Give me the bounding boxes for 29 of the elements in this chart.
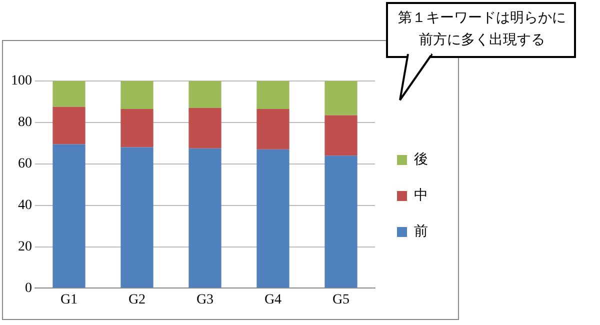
- bar: [256, 81, 290, 109]
- bar: [120, 81, 154, 109]
- bar: [256, 108, 290, 150]
- y-tick-label: 100: [11, 74, 32, 89]
- x-tick-label: G3: [196, 292, 214, 308]
- bar: [324, 156, 358, 288]
- bar: [188, 108, 222, 148]
- bar: [324, 115, 358, 156]
- x-tick-label: G1: [60, 292, 78, 308]
- bar: [120, 108, 154, 148]
- bar: [256, 149, 290, 288]
- x-tick-label: G4: [264, 292, 282, 308]
- y-tick-label: 0: [25, 280, 32, 296]
- bar: [52, 106, 86, 144]
- legend-label: 後: [414, 152, 428, 168]
- x-tick-label: G5: [332, 292, 350, 308]
- x-tick-label: G2: [128, 292, 146, 308]
- bar: [120, 147, 154, 288]
- bar: [52, 81, 86, 107]
- y-tick-label: 40: [18, 198, 32, 213]
- y-tick-label: 20: [18, 239, 32, 254]
- bar: [52, 144, 86, 288]
- y-tick-label: 80: [18, 115, 32, 130]
- bar: [324, 81, 358, 116]
- bar: [188, 148, 222, 288]
- bar: [188, 81, 222, 108]
- legend-label: 中: [414, 188, 428, 204]
- legend-label: 前: [414, 224, 428, 240]
- y-tick-label: 60: [18, 156, 32, 172]
